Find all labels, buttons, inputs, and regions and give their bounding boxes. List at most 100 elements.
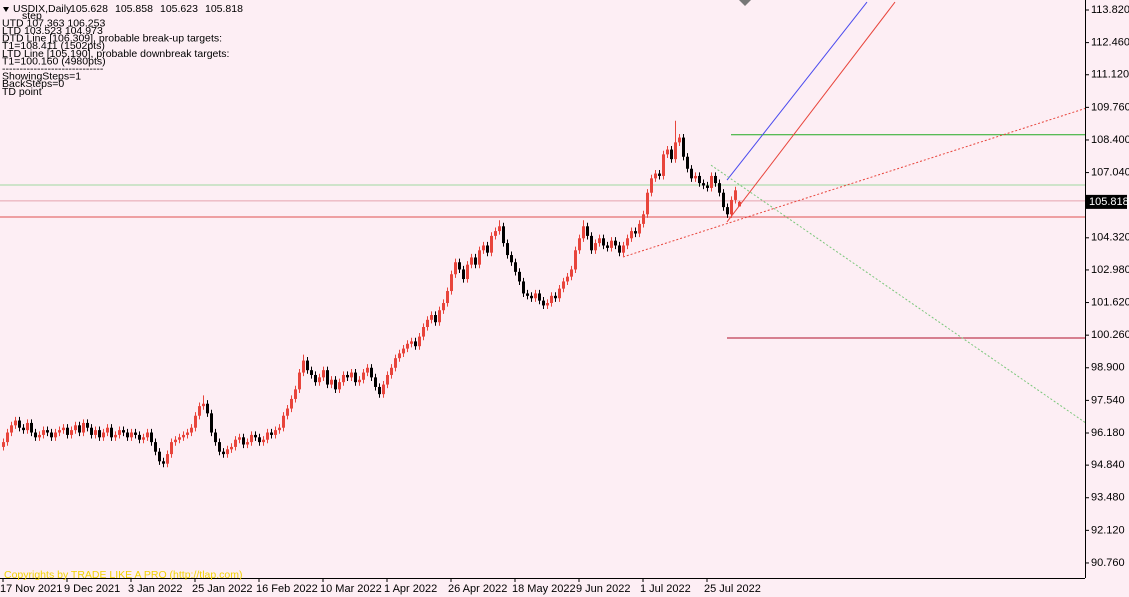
candle-body xyxy=(94,430,97,435)
candle-body xyxy=(342,374,345,383)
candle-body xyxy=(74,425,77,431)
candle-body xyxy=(54,432,57,438)
candle-body xyxy=(18,420,21,428)
candle-body xyxy=(682,137,685,157)
footer: Copyrights by TRADE LIKE A PRO (http://t… xyxy=(4,569,242,581)
candle-body xyxy=(130,432,133,438)
candle-body xyxy=(618,245,621,253)
y-tick-label: 96.180 xyxy=(1091,427,1125,439)
candle-body xyxy=(270,432,273,435)
candle-body xyxy=(438,310,441,323)
y-tick-label: 109.760 xyxy=(1091,101,1129,113)
candle-body xyxy=(690,168,693,179)
candle-body xyxy=(446,291,449,304)
candle-body xyxy=(254,434,257,438)
candle-body xyxy=(178,437,181,440)
candle-body xyxy=(78,425,81,433)
candle-body xyxy=(634,231,637,234)
candle-body xyxy=(550,295,553,304)
candle-body xyxy=(198,406,201,416)
candle-body xyxy=(314,374,317,383)
x-tick-label: 3 Jan 2022 xyxy=(128,583,182,595)
candle-body xyxy=(6,432,9,443)
y-tick-label: 93.480 xyxy=(1091,492,1125,504)
candle-body xyxy=(626,238,629,246)
candle-body xyxy=(558,288,561,299)
candle-body xyxy=(594,243,597,251)
info-line: TD point xyxy=(2,86,42,98)
candle-body xyxy=(190,427,193,433)
candle-body xyxy=(726,207,729,215)
candle-body xyxy=(338,382,341,390)
candle-body xyxy=(506,243,509,256)
y-tick-label: 92.120 xyxy=(1091,524,1125,536)
candle-body xyxy=(142,437,145,440)
candle-body xyxy=(722,192,725,208)
candle-body xyxy=(266,432,269,440)
candle-body xyxy=(206,403,209,414)
candle-body xyxy=(218,442,221,452)
candle-body xyxy=(390,367,393,375)
candle-body xyxy=(646,192,649,215)
candle-body xyxy=(554,295,557,299)
shift-marker xyxy=(739,0,751,6)
candle-body xyxy=(306,360,309,371)
y-tick-label: 102.980 xyxy=(1091,264,1129,276)
candle-body xyxy=(454,262,457,275)
candle-body xyxy=(202,403,205,407)
candle-body xyxy=(670,149,673,160)
candle-body xyxy=(26,422,29,431)
candle-body xyxy=(434,315,437,323)
x-tick-label: 26 Apr 2022 xyxy=(448,583,507,595)
candle-body xyxy=(590,235,593,251)
info-line: LTD Line [105.190], probable downbreak t… xyxy=(2,48,229,60)
candle-body xyxy=(318,377,321,383)
candle-body xyxy=(530,295,533,299)
candle-body xyxy=(466,264,469,280)
y-tick-label: 108.400 xyxy=(1091,134,1129,146)
x-tick-label: 1 Apr 2022 xyxy=(384,583,437,595)
candle-body xyxy=(702,183,705,186)
candle-body xyxy=(698,175,701,184)
header-value: 105.858 xyxy=(115,3,153,15)
y-tick-label: 101.620 xyxy=(1091,296,1129,308)
candle-body xyxy=(302,360,305,373)
candle-body xyxy=(586,226,589,236)
candle-body xyxy=(658,173,661,176)
candle-body xyxy=(562,281,565,289)
candle-body xyxy=(730,199,733,215)
candle-body xyxy=(422,327,425,337)
candle-body xyxy=(162,461,165,464)
x-tick-label: 9 Dec 2021 xyxy=(64,583,120,595)
candle-body xyxy=(678,137,681,143)
candle-body xyxy=(686,156,689,169)
x-tick-label: 1 Jul 2022 xyxy=(640,583,691,595)
x-tick-label: 25 Jan 2022 xyxy=(192,583,253,595)
candle-body xyxy=(294,389,297,399)
menu-triangle[interactable] xyxy=(3,7,9,12)
info-line: T1=108.411 (1502pts) xyxy=(2,40,105,52)
candle-body xyxy=(734,190,737,200)
candle-body xyxy=(334,379,337,390)
candle-body xyxy=(310,370,313,375)
candle-body xyxy=(346,374,349,378)
candle-body xyxy=(414,341,417,347)
candle-body xyxy=(662,154,665,176)
info-line: ----------------------------- xyxy=(2,63,104,75)
candle-body xyxy=(674,142,677,160)
candle-body xyxy=(194,415,197,428)
trend-line xyxy=(622,107,1085,258)
candle-body xyxy=(122,430,125,433)
candle-body xyxy=(542,300,545,306)
x-tick-label: 10 Mar 2022 xyxy=(320,583,382,595)
candle-body xyxy=(694,175,697,179)
candle-body xyxy=(710,175,713,188)
candle-body xyxy=(418,336,421,347)
candle-body xyxy=(546,303,549,306)
candle-body xyxy=(166,454,169,464)
candle-body xyxy=(486,245,489,253)
candle-body xyxy=(330,379,333,385)
candle-body xyxy=(22,427,25,431)
